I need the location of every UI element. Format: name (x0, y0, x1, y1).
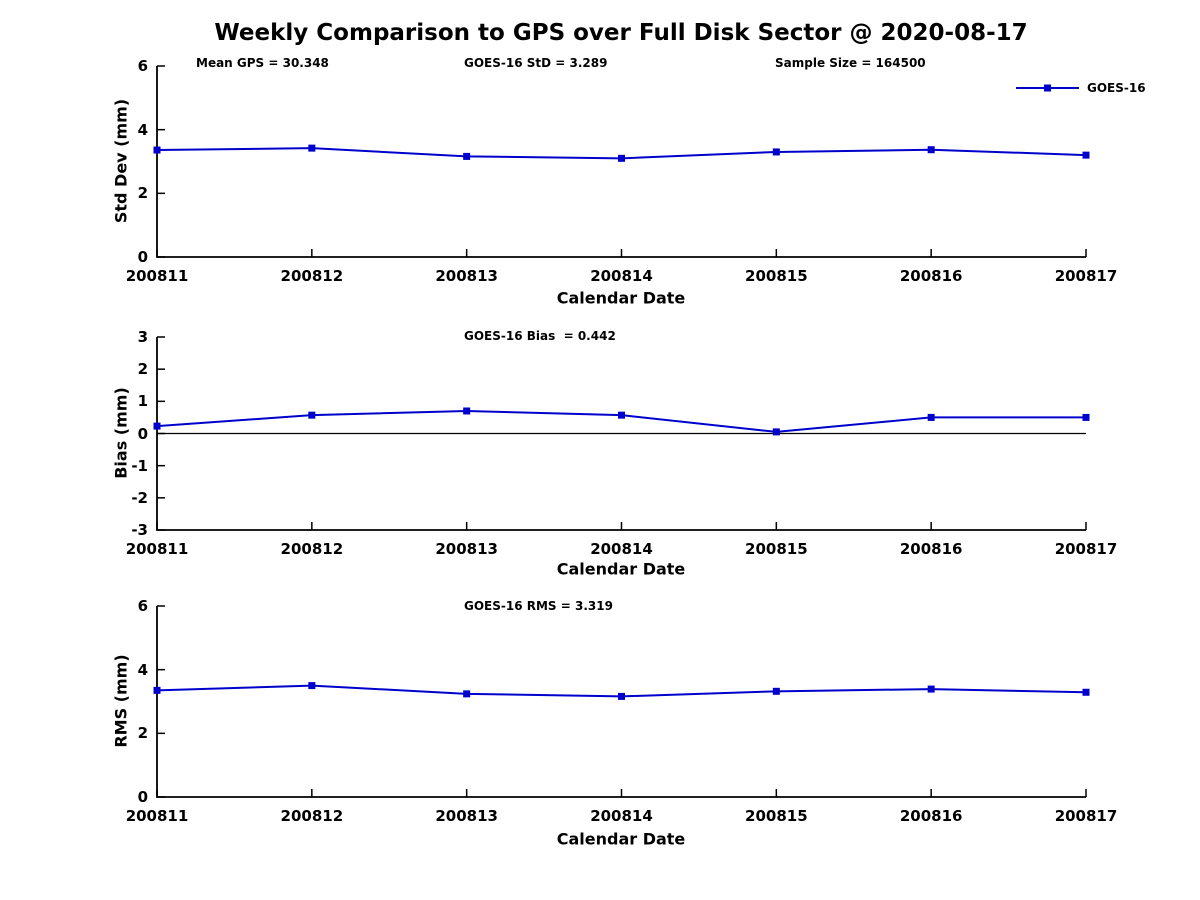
data-point-marker (772, 687, 780, 695)
x-axis-label-stddev: Calendar Date (556, 288, 686, 308)
y-tick-label: 2 (137, 360, 148, 379)
y-tick-label: -2 (131, 488, 148, 507)
x-tick-label: 200814 (590, 267, 653, 285)
data-point-marker (463, 407, 471, 415)
x-axis-label-rms: Calendar Date (556, 829, 686, 849)
figure-title: Weekly Comparison to GPS over Full Disk … (214, 20, 1028, 46)
y-tick-label: 4 (137, 660, 148, 679)
x-tick-label: 200813 (435, 807, 498, 825)
data-point-marker (308, 144, 316, 152)
data-point-marker (153, 146, 161, 154)
x-tick-label: 200816 (899, 540, 963, 558)
x-tick-label: 200811 (125, 540, 189, 558)
x-tick-label: 200817 (1054, 540, 1118, 558)
y-axis-label-stddev: Std Dev (mm) (111, 98, 131, 224)
y-tick-label: 0 (137, 788, 148, 806)
data-point-marker (772, 428, 780, 436)
x-tick-label: 200811 (125, 267, 189, 285)
data-point-marker (927, 146, 935, 154)
x-tick-label: 200815 (745, 267, 808, 285)
x-tick-label: 200811 (125, 807, 189, 825)
data-point-marker (1082, 688, 1090, 696)
data-point-marker (618, 411, 625, 419)
data-point-marker (1082, 151, 1090, 159)
y-axis-label-rms: RMS (mm) (111, 654, 131, 748)
y-tick-label: 0 (137, 424, 148, 443)
y-tick-label: -3 (131, 521, 148, 539)
y-tick-label: 2 (137, 184, 148, 203)
data-point-marker (153, 686, 161, 694)
x-tick-label: 200812 (280, 267, 344, 285)
y-tick-label: 6 (137, 57, 148, 75)
data-point-marker (153, 422, 161, 430)
annotation-goes16-rms: GOES-16 RMS = 3.319 (464, 599, 613, 613)
x-axis-label-bias: Calendar Date (556, 559, 686, 579)
x-tick-label: 200814 (590, 540, 653, 558)
x-tick-label: 200813 (435, 267, 498, 285)
data-point-marker (618, 692, 625, 700)
data-point-marker (1082, 413, 1090, 421)
y-tick-label: 0 (137, 248, 148, 266)
x-tick-label: 200815 (745, 807, 808, 825)
y-axis-label-bias: Bias (mm) (111, 387, 131, 479)
data-point-marker (308, 411, 316, 419)
data-point-marker (927, 413, 935, 421)
x-tick-label: 200817 (1054, 267, 1118, 285)
annotation-goes16-std: GOES-16 StD = 3.289 (464, 56, 608, 70)
annotation-mean-gps: Mean GPS = 30.348 (196, 56, 329, 70)
x-tick-label: 200812 (280, 807, 344, 825)
data-point-marker (927, 685, 935, 693)
y-tick-label: 6 (137, 597, 148, 615)
y-tick-label: 4 (137, 120, 148, 139)
x-tick-label: 200816 (899, 807, 963, 825)
y-tick-label: 3 (137, 328, 148, 346)
y-tick-label: 1 (137, 392, 148, 411)
x-tick-label: 200816 (899, 267, 963, 285)
y-tick-label: -1 (131, 456, 148, 475)
legend-label: GOES-16 (1087, 81, 1146, 95)
x-tick-label: 200817 (1054, 807, 1118, 825)
x-tick-label: 200812 (280, 540, 344, 558)
x-tick-label: 200814 (590, 807, 653, 825)
data-point-marker (463, 152, 471, 160)
data-point-marker (772, 148, 780, 156)
x-tick-label: 200813 (435, 540, 498, 558)
data-point-marker (308, 682, 316, 690)
annotation-goes16-bias: GOES-16 Bias = 0.442 (464, 329, 616, 343)
y-tick-label: 2 (137, 724, 148, 743)
legend-marker-sample (1044, 84, 1051, 92)
annotation-sample-size: Sample Size = 164500 (775, 56, 926, 70)
x-tick-label: 200815 (745, 540, 808, 558)
data-point-marker (463, 690, 471, 698)
data-point-marker (618, 154, 625, 162)
